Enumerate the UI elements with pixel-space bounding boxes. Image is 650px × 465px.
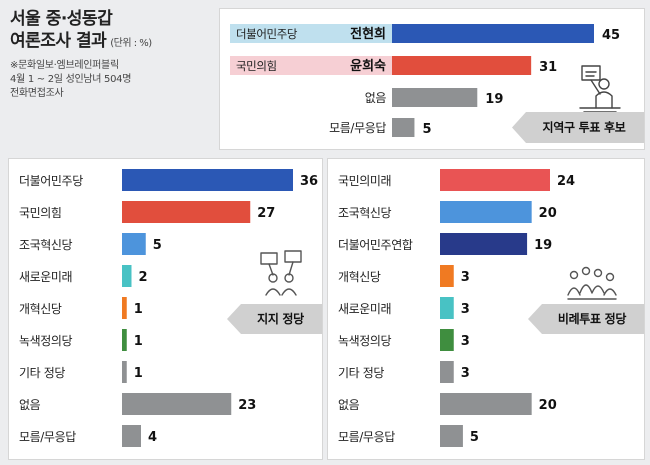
value-label: 19 — [485, 92, 503, 107]
value-label: 1 — [134, 302, 143, 317]
category-label: 더불어민주당 — [19, 174, 83, 188]
value-label: 3 — [461, 366, 470, 381]
bar — [122, 361, 127, 383]
category-label: 더불어민주연합 — [338, 238, 413, 252]
unit-label: (단위 : %) — [110, 38, 152, 49]
value-label: 1 — [134, 334, 143, 349]
bar — [122, 169, 293, 191]
source-line-1: ※문화일보·엠브레인퍼블릭 — [10, 60, 119, 71]
bar — [440, 297, 454, 319]
source-line-3: 전화면접조사 — [10, 88, 64, 99]
party-label: 더불어민주당 — [236, 27, 298, 41]
chart-title: 지지 정당 — [257, 311, 304, 326]
bar — [440, 329, 454, 351]
category-label: 새로운미래 — [338, 302, 391, 316]
category-label: 모름/무응답 — [329, 121, 386, 135]
value-label: 23 — [238, 398, 256, 413]
page-title-line1: 서울 중·성동갑 — [10, 9, 113, 29]
category-label: 녹색정의당 — [19, 334, 73, 348]
category-label: 녹색정의당 — [338, 334, 392, 348]
value-label: 45 — [602, 28, 620, 43]
bar — [440, 201, 532, 223]
value-label: 19 — [534, 238, 552, 253]
category-label: 기타 정당 — [338, 366, 384, 380]
bar — [440, 233, 528, 255]
district-vote-chart: 더불어민주당 전현희 45 국민의힘 윤희숙 31 없음 19 모름/무응답 5 지역구 투표 후보 — [230, 24, 644, 143]
bar — [440, 265, 454, 287]
bar — [122, 329, 127, 351]
bar — [440, 169, 550, 191]
source-line-2: 4월 1 ~ 2일 성인남녀 504명 — [10, 74, 132, 85]
bar — [392, 56, 532, 75]
header: 서울 중·성동갑 여론조사 결과 (단위 : %) ※문화일보·엠브레인퍼블릭 4… — [10, 8, 210, 101]
bar — [122, 297, 127, 319]
category-label: 조국혁신당 — [338, 206, 392, 220]
category-label: 모름/무응답 — [338, 430, 395, 444]
category-label: 국민의힘 — [19, 206, 62, 220]
value-label: 24 — [557, 174, 575, 189]
bar — [392, 24, 594, 43]
value-label: 4 — [148, 430, 157, 445]
category-label: 조국혁신당 — [19, 238, 73, 252]
value-label: 36 — [300, 174, 318, 189]
proportional-vote-panel: 국민의미래 24 조국혁신당 20 더불어민주연합 19 개혁신당 3 새로운미래 3 녹색정의당 3… — [327, 158, 645, 460]
value-label: 20 — [539, 206, 557, 221]
district-vote-panel: 더불어민주당 전현희 45 국민의힘 윤희숙 31 없음 19 모름/무응답 5 지역구 투표 후보 — [219, 8, 645, 150]
value-label: 5 — [470, 430, 479, 445]
bar — [440, 425, 463, 447]
value-label: 3 — [461, 334, 470, 349]
category-label: 국민의미래 — [338, 174, 391, 188]
category-label: 새로운미래 — [19, 270, 72, 284]
bar — [122, 201, 251, 223]
category-label: 없음 — [338, 398, 360, 412]
value-label: 27 — [257, 206, 275, 221]
bar — [122, 393, 232, 415]
category-label: 개혁신당 — [19, 302, 62, 316]
bar — [392, 118, 415, 137]
category-label: 모름/무응답 — [19, 430, 76, 444]
value-label: 3 — [461, 302, 470, 317]
candidate-name: 윤희숙 — [350, 59, 386, 74]
chart-title: 지역구 투표 후보 — [543, 120, 626, 135]
bar — [122, 265, 132, 287]
chart-title: 비례투표 정당 — [558, 311, 627, 326]
supporters-icon — [260, 250, 302, 296]
party-label: 국민의힘 — [236, 59, 277, 73]
bar — [440, 361, 454, 383]
category-label: 없음 — [365, 91, 387, 105]
value-label: 5 — [422, 122, 431, 137]
chart-title-bg — [528, 304, 644, 334]
chart-title-bg — [512, 112, 644, 143]
value-label: 3 — [461, 270, 470, 285]
source-note: ※문화일보·엠브레인퍼블릭 4월 1 ~ 2일 성인남녀 504명 전화면접조사 — [10, 59, 210, 101]
page-title-line2: 여론조사 결과 (단위 : %) — [10, 30, 210, 55]
value-label: 5 — [153, 238, 162, 253]
category-label: 없음 — [19, 398, 41, 412]
value-label: 2 — [139, 270, 148, 285]
value-label: 1 — [134, 366, 143, 381]
bar — [122, 233, 146, 255]
bar — [392, 88, 478, 107]
proportional-vote-chart: 국민의미래 24 조국혁신당 20 더불어민주연합 19 개혁신당 3 새로운미래 3 녹색정의당 3… — [338, 169, 644, 447]
bar — [440, 393, 532, 415]
value-label: 31 — [539, 60, 557, 75]
party-support-panel: 더불어민주당 36 국민의힘 27 조국혁신당 5 새로운미래 2 개혁신당 1 녹색정의당 1 기타 … — [8, 158, 323, 460]
bar — [122, 425, 141, 447]
voter-ballot-icon — [579, 65, 621, 113]
category-label: 기타 정당 — [19, 366, 65, 380]
category-label: 개혁신당 — [338, 270, 381, 284]
chart-title-bg — [227, 304, 322, 334]
candidate-name: 전현희 — [350, 26, 386, 42]
label-bg — [230, 24, 392, 43]
page-title-line2-text: 여론조사 결과 — [10, 31, 107, 51]
label-bg — [230, 56, 392, 75]
value-label: 20 — [539, 398, 557, 413]
crowd-icon — [567, 266, 617, 300]
party-support-chart: 더불어민주당 36 국민의힘 27 조국혁신당 5 새로운미래 2 개혁신당 1 녹색정의당 1 기타 … — [19, 169, 322, 447]
